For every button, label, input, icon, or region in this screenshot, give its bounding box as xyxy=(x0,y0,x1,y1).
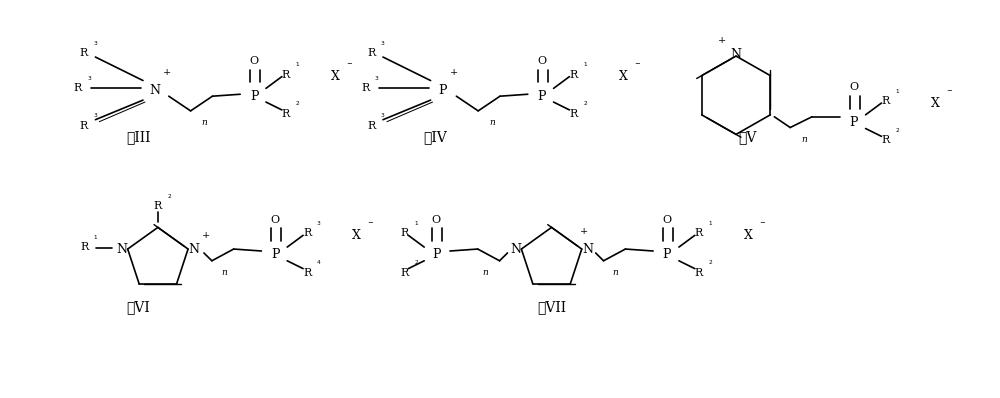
Text: $^3$: $^3$ xyxy=(380,41,386,49)
Text: $^2$: $^2$ xyxy=(414,261,419,269)
Text: 式VII: 式VII xyxy=(537,300,566,315)
Text: $^-$: $^-$ xyxy=(345,62,353,71)
Text: $^-$: $^-$ xyxy=(758,221,766,230)
Text: O: O xyxy=(662,215,672,224)
Text: +: + xyxy=(202,231,210,240)
Text: 式V: 式V xyxy=(739,130,757,144)
Text: N: N xyxy=(582,242,593,256)
Text: n: n xyxy=(613,268,618,277)
Text: O: O xyxy=(849,82,858,92)
Text: R: R xyxy=(303,267,311,277)
Text: P: P xyxy=(849,116,858,129)
Text: +: + xyxy=(580,227,588,236)
Text: O: O xyxy=(250,56,259,66)
Text: R: R xyxy=(154,201,162,211)
Text: $^1$: $^1$ xyxy=(295,63,300,71)
Text: $^-$: $^-$ xyxy=(366,221,375,230)
Text: P: P xyxy=(432,248,440,261)
Text: O: O xyxy=(271,215,280,224)
Text: n: n xyxy=(483,268,489,277)
Text: n: n xyxy=(801,135,807,144)
Text: P: P xyxy=(537,90,546,103)
Text: $^1$: $^1$ xyxy=(895,89,900,97)
Text: N: N xyxy=(510,242,521,256)
Text: R: R xyxy=(79,121,88,131)
Text: R: R xyxy=(881,135,890,145)
Text: R: R xyxy=(79,48,88,58)
Text: X: X xyxy=(744,229,753,242)
Text: R: R xyxy=(367,48,375,58)
Text: $^1$: $^1$ xyxy=(583,63,588,71)
Text: $^4$: $^4$ xyxy=(316,261,322,269)
Text: n: n xyxy=(221,268,227,277)
Text: R: R xyxy=(695,228,703,238)
Text: +: + xyxy=(718,36,726,45)
Text: P: P xyxy=(438,84,447,97)
Text: $^3$: $^3$ xyxy=(87,76,92,84)
Text: $^3$: $^3$ xyxy=(374,76,380,84)
Text: N: N xyxy=(116,242,127,256)
Text: $^3$: $^3$ xyxy=(316,222,322,230)
Text: 式IV: 式IV xyxy=(424,130,447,144)
Text: R: R xyxy=(73,83,82,94)
Text: R: R xyxy=(282,70,290,80)
Text: R: R xyxy=(569,70,578,80)
Text: $^2$: $^2$ xyxy=(895,129,900,137)
Text: R: R xyxy=(282,109,290,119)
Text: $^3$: $^3$ xyxy=(93,41,98,49)
Text: N: N xyxy=(731,48,742,60)
Text: X: X xyxy=(931,97,939,109)
Text: R: R xyxy=(695,267,703,277)
Text: O: O xyxy=(432,215,441,224)
Text: $^-$: $^-$ xyxy=(633,62,641,71)
Text: $^3$: $^3$ xyxy=(380,114,386,122)
Text: R: R xyxy=(303,228,311,238)
Text: $^3$: $^3$ xyxy=(93,114,98,122)
Text: R: R xyxy=(367,121,375,131)
Text: P: P xyxy=(663,248,671,261)
Text: X: X xyxy=(619,70,627,83)
Text: O: O xyxy=(537,56,546,66)
Text: n: n xyxy=(202,118,207,127)
Text: $^1$: $^1$ xyxy=(414,222,419,230)
Text: R: R xyxy=(361,83,369,94)
Text: +: + xyxy=(450,68,459,77)
Text: P: P xyxy=(271,248,280,261)
Text: N: N xyxy=(149,84,160,97)
Text: +: + xyxy=(163,68,171,77)
Text: X: X xyxy=(331,70,340,83)
Text: R: R xyxy=(881,96,890,106)
Text: 式VI: 式VI xyxy=(126,300,150,315)
Text: $^1$: $^1$ xyxy=(93,235,99,243)
Text: $^2$: $^2$ xyxy=(295,102,300,110)
Text: R: R xyxy=(80,242,88,252)
Text: R: R xyxy=(400,267,408,277)
Text: $^2$: $^2$ xyxy=(167,194,172,202)
Text: 式III: 式III xyxy=(126,130,150,144)
Text: N: N xyxy=(189,242,200,256)
Text: $^2$: $^2$ xyxy=(583,102,588,110)
Text: X: X xyxy=(352,229,361,242)
Text: $^-$: $^-$ xyxy=(945,89,953,98)
Text: P: P xyxy=(250,90,258,103)
Text: R: R xyxy=(569,109,578,119)
Text: R: R xyxy=(400,228,408,238)
Text: $^1$: $^1$ xyxy=(708,222,713,230)
Text: n: n xyxy=(489,118,495,127)
Text: $^2$: $^2$ xyxy=(708,261,713,269)
